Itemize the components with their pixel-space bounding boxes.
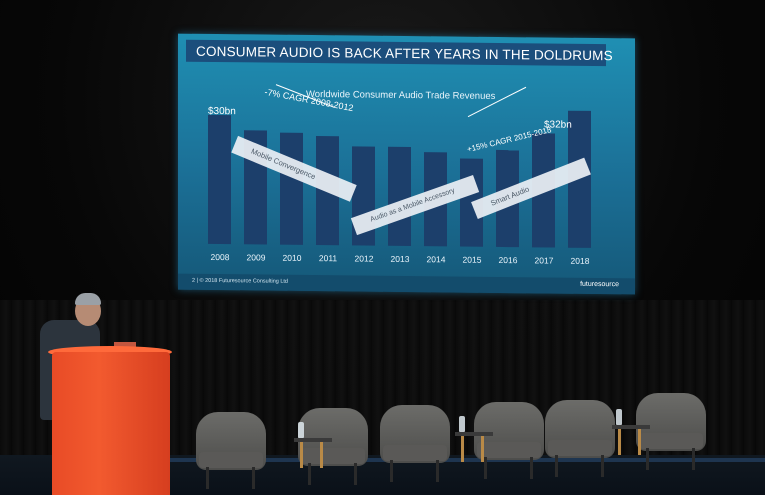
side-table [455, 432, 493, 436]
table-leg [638, 429, 641, 455]
chair-leg [390, 460, 393, 482]
x-tick-2013: 2013 [390, 253, 410, 265]
chair-seat [548, 440, 612, 456]
bar-2008 [208, 115, 231, 245]
x-tick-2010: 2010 [282, 252, 302, 263]
chair-leg [354, 463, 357, 485]
cagr-arrows [275, 84, 527, 118]
chair-seat [477, 442, 541, 458]
stage-edge [170, 458, 765, 462]
water-bottle [459, 416, 465, 432]
slide-title: CONSUMER AUDIO IS BACK AFTER YEARS IN TH… [196, 43, 613, 64]
x-tick-2015: 2015 [462, 254, 482, 265]
chair-leg [484, 457, 487, 479]
x-tick-2011: 2011 [318, 253, 338, 264]
x-tick-2016: 2016 [498, 254, 518, 266]
chair-leg [308, 463, 311, 485]
side-table [612, 425, 650, 429]
chair-seat [301, 448, 365, 464]
chair-leg [206, 467, 209, 489]
futuresource-logo: futuresource [580, 280, 619, 289]
x-tick-2012: 2012 [354, 253, 374, 264]
growth-arrow [467, 86, 527, 118]
water-bottle [298, 422, 304, 438]
x-tick-2017: 2017 [534, 255, 554, 266]
chair-seat [383, 445, 447, 461]
table-leg [618, 429, 621, 455]
bar-2010 [280, 133, 303, 245]
chair-leg [646, 448, 649, 470]
chair-seat [639, 433, 703, 449]
water-bottle [616, 409, 622, 425]
x-tick-2009: 2009 [246, 252, 266, 263]
slide-title-banner: CONSUMER AUDIO IS BACK AFTER YEARS IN TH… [186, 39, 613, 67]
podium [52, 352, 170, 495]
table-leg [461, 436, 464, 462]
x-tick-2014: 2014 [426, 254, 446, 265]
bar-chart: 2008 2009 2010 2011 2012 2013 2014 2015 2016 2017… [206, 84, 596, 276]
table-leg [320, 442, 323, 468]
decline-arrow [275, 84, 335, 108]
chair-leg [601, 455, 604, 477]
chair-leg [252, 467, 255, 489]
side-table [294, 438, 332, 442]
chair-seat [199, 452, 263, 468]
bar-2013 [388, 147, 411, 247]
chair-leg [530, 457, 533, 479]
table-leg [300, 442, 303, 468]
x-tick-2018: 2018 [570, 255, 590, 266]
chair-leg [692, 448, 695, 470]
x-tick-2008: 2008 [210, 251, 230, 263]
start-value-label: $30bn [208, 105, 236, 118]
table-leg [481, 436, 484, 462]
chair-leg [436, 460, 439, 482]
projection-screen: CONSUMER AUDIO IS BACK AFTER YEARS IN TH… [178, 33, 635, 295]
presenter-hair [75, 293, 101, 305]
footer-text: 2 | © 2018 Futuresource Consulting Ltd [192, 277, 288, 285]
chair-leg [555, 455, 558, 477]
